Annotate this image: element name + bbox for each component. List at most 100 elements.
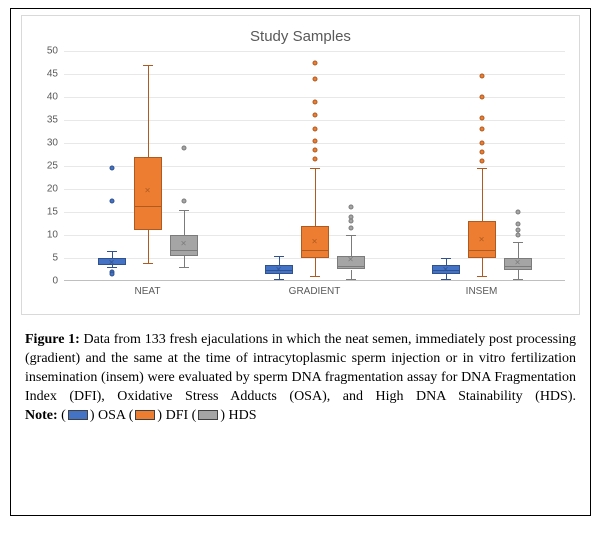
whisker-cap xyxy=(179,210,189,211)
mean-marker: × xyxy=(181,239,187,250)
whisker xyxy=(482,258,483,276)
whisker xyxy=(351,235,352,256)
outlier-point xyxy=(479,159,484,164)
outlier-point xyxy=(109,166,114,171)
outlier-point xyxy=(479,95,484,100)
y-tick-label: 0 xyxy=(30,276,58,287)
plot-area: 05101520253035404550NEAT×××GRADIENT×××IN… xyxy=(64,51,565,281)
outlier-point xyxy=(181,145,186,150)
whisker-cap xyxy=(441,258,451,259)
legend-label-hds: HDS xyxy=(228,408,256,423)
mean-marker: × xyxy=(479,234,485,245)
mean-marker: × xyxy=(348,255,354,266)
outlier-point xyxy=(312,157,317,162)
outlier-point xyxy=(312,60,317,65)
x-category-label: INSEM xyxy=(466,286,498,297)
outlier-point xyxy=(479,74,484,79)
whisker-cap xyxy=(513,279,523,280)
note-legend: Note: () OSA () DFI () HDS xyxy=(25,408,257,423)
outlier-point xyxy=(479,115,484,120)
y-tick-label: 25 xyxy=(30,161,58,172)
gridline xyxy=(64,120,565,121)
whisker-cap xyxy=(310,168,320,169)
outlier-point xyxy=(312,127,317,132)
outlier-point xyxy=(515,233,520,238)
y-tick-label: 50 xyxy=(30,46,58,57)
outlier-point xyxy=(109,272,114,277)
y-tick-label: 45 xyxy=(30,69,58,80)
whisker-cap xyxy=(274,256,284,257)
legend-swatch-dfi xyxy=(135,410,155,420)
outlier-point xyxy=(181,198,186,203)
whisker-cap xyxy=(441,279,451,280)
outlier-point xyxy=(348,205,353,210)
whisker xyxy=(315,168,316,226)
whisker xyxy=(184,256,185,268)
x-category-label: NEAT xyxy=(135,286,161,297)
outlier-point xyxy=(312,138,317,143)
outlier-point xyxy=(312,99,317,104)
outlier-point xyxy=(479,141,484,146)
whisker xyxy=(518,242,519,258)
median-line xyxy=(302,250,328,251)
gridline xyxy=(64,51,565,52)
whisker xyxy=(315,258,316,276)
mean-marker: × xyxy=(443,264,449,275)
mean-marker: × xyxy=(145,186,151,197)
whisker-cap xyxy=(143,263,153,264)
mean-marker: × xyxy=(276,264,282,275)
whisker-cap xyxy=(274,279,284,280)
whisker xyxy=(518,270,519,279)
chart-panel: Study Samples 0 5 10 15 20 25 30 35 40 45 50 NEAT × ×… xyxy=(21,15,580,315)
outlier-point xyxy=(348,226,353,231)
median-line xyxy=(171,250,197,251)
whisker-cap xyxy=(310,276,320,277)
outlier-point xyxy=(348,219,353,224)
outlier-point xyxy=(312,76,317,81)
outlier-point xyxy=(515,210,520,215)
whisker xyxy=(148,65,149,157)
whisker xyxy=(351,270,352,279)
whisker xyxy=(482,168,483,221)
y-tick-label: 15 xyxy=(30,207,58,218)
figure-caption: Figure 1: Data from 133 fresh ejaculatio… xyxy=(21,331,580,425)
legend-swatch-osa xyxy=(68,410,88,420)
y-tick-label: 40 xyxy=(30,92,58,103)
gridline xyxy=(64,74,565,75)
y-tick-label: 20 xyxy=(30,184,58,195)
whisker-cap xyxy=(107,251,117,252)
caption-body: Data from 133 fresh ejaculations in whic… xyxy=(25,332,576,404)
whisker-cap xyxy=(346,235,356,236)
y-tick-label: 35 xyxy=(30,115,58,126)
x-category-label: GRADIENT xyxy=(289,286,341,297)
y-tick-label: 30 xyxy=(30,138,58,149)
whisker-cap xyxy=(513,242,523,243)
outlier-point xyxy=(479,127,484,132)
median-line xyxy=(338,266,364,267)
outlier-point xyxy=(515,221,520,226)
gridline xyxy=(64,97,565,98)
mean-marker: × xyxy=(515,257,521,268)
whisker xyxy=(184,210,185,235)
outlier-point xyxy=(312,147,317,152)
figure-frame: Study Samples 0 5 10 15 20 25 30 35 40 45 50 NEAT × ×… xyxy=(10,8,591,516)
y-tick-label: 5 xyxy=(30,253,58,264)
whisker-cap xyxy=(143,65,153,66)
legend-label-osa: OSA xyxy=(98,408,125,423)
figure-label: Figure 1: xyxy=(25,332,80,347)
whisker-cap xyxy=(477,168,487,169)
outlier-point xyxy=(479,150,484,155)
y-tick-label: 10 xyxy=(30,230,58,241)
mean-marker: × xyxy=(109,257,115,268)
whisker-cap xyxy=(477,276,487,277)
note-label: Note: xyxy=(25,408,58,423)
whisker-cap xyxy=(346,279,356,280)
whisker-cap xyxy=(179,267,189,268)
chart-title: Study Samples xyxy=(22,28,579,45)
median-line xyxy=(135,206,161,207)
outlier-point xyxy=(312,113,317,118)
median-line xyxy=(469,250,495,251)
whisker xyxy=(148,230,149,262)
legend-swatch-hds xyxy=(198,410,218,420)
legend-label-dfi: DFI xyxy=(166,408,189,423)
